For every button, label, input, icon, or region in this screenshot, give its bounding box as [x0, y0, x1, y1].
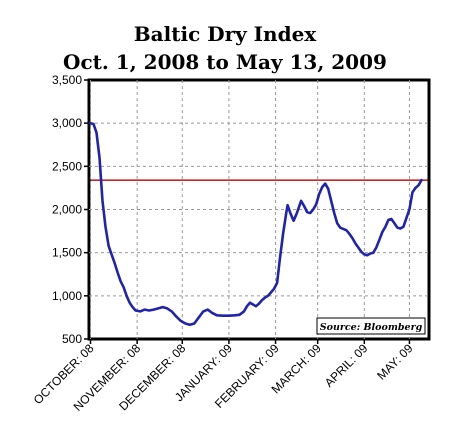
y-tick-label: 2,500 [52, 159, 82, 173]
y-tick-label: 1,000 [52, 289, 82, 303]
y-tick-label: 3,000 [52, 116, 82, 130]
source-label: Source: Bloomberg [320, 322, 423, 333]
y-tick-label: 500 [62, 332, 82, 346]
source-box [316, 317, 426, 335]
y-axis: 500 1,000 1,500 2,000 2,500 3,000 3,500 [52, 73, 89, 346]
series-line-bdi [89, 121, 423, 327]
y-tick-label: 2,000 [52, 203, 82, 217]
x-tick-label: MAY: 09 [374, 341, 416, 383]
y-tick-label: 3,500 [52, 73, 82, 87]
y-tick-label: 1,500 [52, 246, 82, 260]
x-tick-label: APRIL: 09 [322, 341, 371, 390]
chart-subtitle: Oct. 1, 2008 to May 13, 2009 [63, 50, 387, 74]
chart-title: Baltic Dry Index [133, 22, 317, 46]
source-annotation: Source: Bloomberg [316, 317, 426, 335]
